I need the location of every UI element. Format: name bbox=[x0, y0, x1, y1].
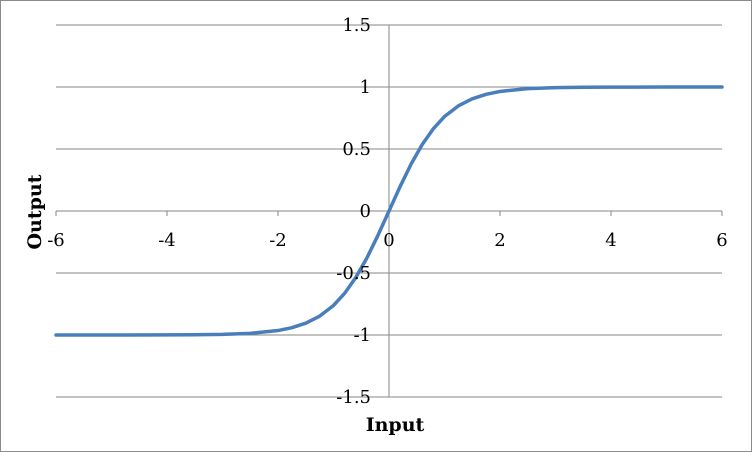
y-tick-label: 1 bbox=[360, 77, 371, 98]
x-tick-label: 4 bbox=[605, 230, 616, 251]
x-tick-label: 0 bbox=[383, 230, 394, 251]
x-tick-label: 6 bbox=[716, 230, 727, 251]
series-layer bbox=[54, 85, 724, 337]
y-tick-label: -1 bbox=[353, 325, 371, 346]
y-tick-label: 0 bbox=[360, 201, 371, 222]
x-axis-title: Input bbox=[366, 414, 425, 436]
x-tick-label: -6 bbox=[47, 230, 65, 251]
series-line-0 bbox=[54, 85, 724, 337]
y-axis-title: Output bbox=[24, 174, 46, 249]
y-tick-label: 1.5 bbox=[342, 15, 371, 36]
x-tick-label: -2 bbox=[269, 230, 287, 251]
x-tick-label: 2 bbox=[494, 230, 505, 251]
x-tick-label: -4 bbox=[158, 230, 176, 251]
y-tick-label: -1.5 bbox=[336, 387, 371, 408]
tick-labels: -6 -4 -2 0 2 4 6 -1.5 -1 -0.5 0 0.5 1 1.5 bbox=[47, 15, 728, 408]
y-tick-label: -0.5 bbox=[336, 263, 371, 284]
y-tick-label: 0.5 bbox=[342, 139, 371, 160]
